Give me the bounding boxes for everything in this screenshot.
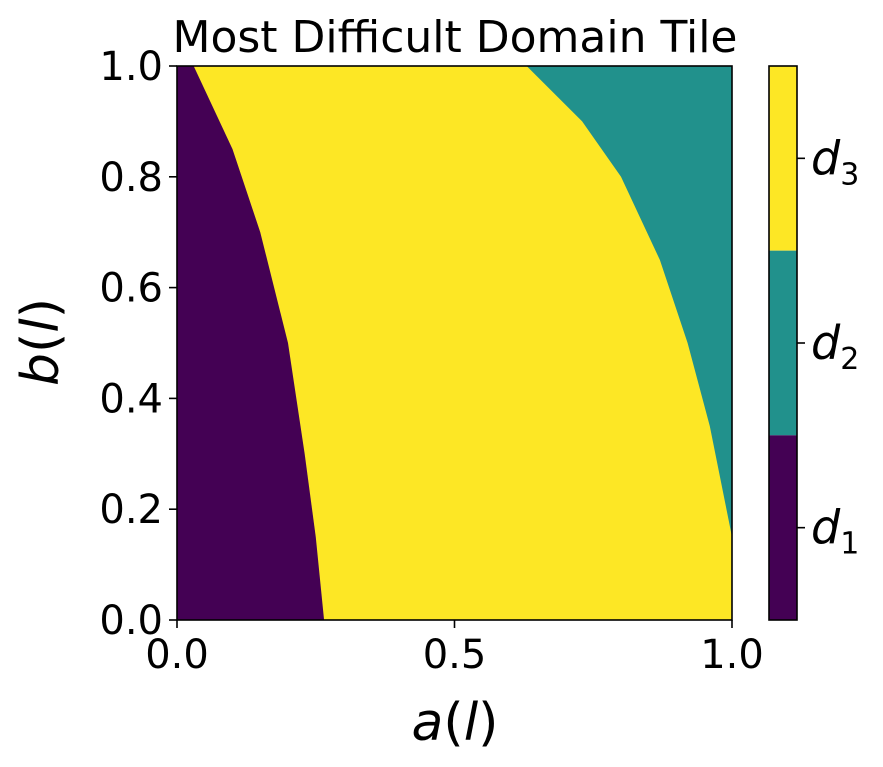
- colorbar-segment: [769, 435, 797, 620]
- y-tick-label: 0.0: [99, 598, 163, 644]
- colorbar-segment: [769, 250, 797, 436]
- x-tick-label: 0.5: [423, 632, 487, 678]
- colorbar-label: d2: [811, 316, 859, 377]
- y-tick-label: 1.0: [99, 44, 163, 90]
- colorbar-segment: [769, 66, 797, 251]
- colorbar-label: d3: [811, 131, 859, 192]
- y-tick-label: 0.8: [99, 155, 163, 201]
- x-tick-label: 0.0: [145, 632, 209, 678]
- colorbar-label: d1: [811, 501, 859, 562]
- plot-area: [177, 66, 732, 620]
- y-tick-label: 0.2: [99, 487, 163, 533]
- axes-layer: 0.0 0.5 1.0 0.0 0.2 0.4 0.6 0.8 1.0: [99, 44, 763, 678]
- y-tick-label: 0.4: [99, 376, 163, 422]
- region-d1: [177, 66, 325, 620]
- colorbar: d3 d2 d1: [768, 65, 859, 621]
- y-tick-label: 0.6: [99, 266, 163, 312]
- region-d2: [526, 66, 732, 537]
- chart-title: Most Difficult Domain Tile: [173, 12, 738, 63]
- colorbar-frame: [768, 65, 798, 621]
- y-axis-label: b(l): [11, 298, 71, 386]
- x-axis-label: a(l): [412, 693, 499, 753]
- x-tick-label: 1.0: [700, 632, 764, 678]
